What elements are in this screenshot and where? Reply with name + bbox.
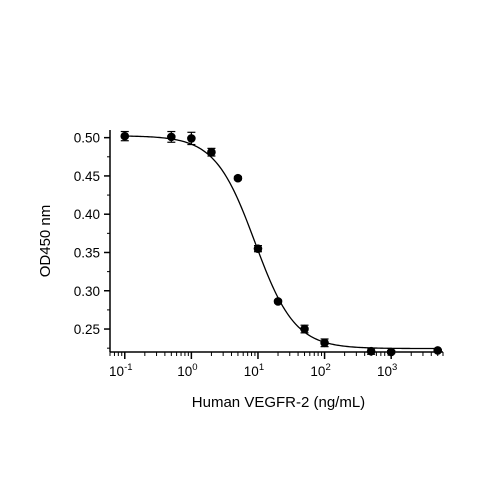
data-point: [207, 147, 216, 157]
y-tick-label: 0.50: [74, 131, 100, 146]
y-ticks: 0.25 0.30 0.35 0.40 0.45 0.50: [74, 131, 110, 349]
x-tick-label: 100: [177, 362, 197, 379]
data-point: [187, 134, 196, 143]
y-tick-label: 0.30: [74, 284, 100, 299]
fit-curve: [124, 135, 438, 350]
y-tick-label: 0.40: [74, 207, 100, 222]
y-tick-label: 0.35: [74, 245, 100, 260]
error-bars: [120, 130, 442, 355]
x-axis: 10-1 100 101 102 103: [109, 351, 444, 379]
y-tick-label: 0.45: [74, 169, 100, 184]
x-axis-label: Human VEGFR-2 (ng/mL): [192, 394, 365, 411]
data-point: [273, 297, 283, 306]
y-axis: 0.25 0.30 0.35 0.40 0.45 0.50: [74, 130, 111, 352]
y-axis-label: OD450 nm: [37, 205, 54, 278]
x-tick-label: 10-1: [109, 362, 132, 379]
data-point: [253, 244, 263, 253]
plot-area: [120, 130, 443, 357]
y-tick-label: 0.25: [74, 322, 100, 337]
data-point: [366, 346, 376, 356]
x-ticks: 10-1 100 101 102 103: [109, 352, 444, 379]
x-tick-label: 102: [310, 362, 330, 379]
x-tick-label: 103: [377, 362, 397, 379]
data-point: [300, 324, 309, 334]
x-tick-label: 101: [244, 362, 264, 379]
data-point: [320, 338, 329, 348]
data-points: [120, 131, 443, 357]
data-point: [167, 132, 176, 142]
data-point: [233, 173, 243, 183]
data-point: [120, 131, 130, 141]
